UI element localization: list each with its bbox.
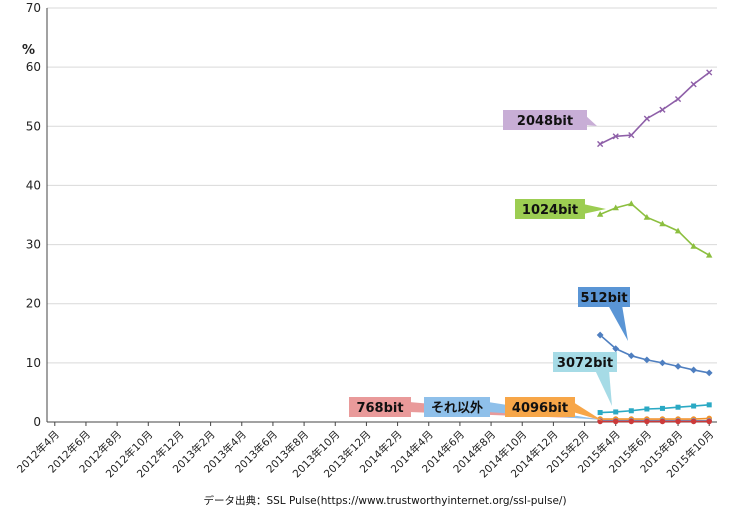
y-unit-label: % xyxy=(22,43,35,58)
data-point xyxy=(612,204,619,211)
data-point xyxy=(706,402,712,408)
callout-1: 1024bit xyxy=(515,199,606,219)
series-2 xyxy=(596,331,713,377)
data-point xyxy=(675,418,681,425)
series-3 xyxy=(597,402,712,416)
data-point xyxy=(628,408,634,414)
data-point xyxy=(659,220,666,227)
y-tick-label: 20 xyxy=(26,297,41,311)
data-point xyxy=(644,406,650,412)
data-point xyxy=(612,133,619,140)
callout-pointer xyxy=(583,204,606,214)
data-point xyxy=(597,418,603,425)
y-tick-label: 70 xyxy=(26,1,41,15)
data-point xyxy=(706,251,713,258)
y-tick-label: 40 xyxy=(26,178,41,192)
callout-4: 4096bit xyxy=(505,397,603,421)
source-note: データ出典：SSL Pulse(https://www.trustworthyi… xyxy=(203,494,566,507)
y-tick-label: 0 xyxy=(33,415,41,429)
data-point xyxy=(643,115,650,122)
data-point xyxy=(706,69,713,76)
data-point xyxy=(597,140,604,148)
callout-box xyxy=(424,397,490,417)
legend-label: 4096bit xyxy=(512,401,568,416)
callout-box xyxy=(505,397,575,417)
callout-0: 2048bit xyxy=(503,110,597,130)
callout-pointer xyxy=(608,305,628,341)
y-tick-label: 50 xyxy=(26,119,41,133)
callout-box xyxy=(349,397,411,417)
data-point xyxy=(628,200,635,207)
legend-label: 1024bit xyxy=(522,203,578,218)
data-point xyxy=(628,132,635,139)
callout-box xyxy=(515,199,585,219)
callout-box xyxy=(503,110,587,130)
data-point xyxy=(674,227,682,234)
callout-pointer xyxy=(585,115,597,126)
data-point xyxy=(613,409,619,415)
data-point xyxy=(705,369,713,377)
y-tick-labels: 0 10 20 30 40 50 60 70 xyxy=(26,1,41,429)
data-point xyxy=(643,213,651,220)
series-callouts: 2048bit 1024bit 512bit 3072bit 768bit それ以外 409… xyxy=(349,110,630,421)
grid-lines xyxy=(47,7,717,364)
series-0 xyxy=(597,69,713,148)
series-1 xyxy=(596,200,713,258)
callout-3: 3072bit xyxy=(553,352,617,406)
data-point xyxy=(628,418,635,425)
series-lines xyxy=(596,69,713,425)
data-point xyxy=(612,418,619,425)
data-point xyxy=(706,418,713,425)
series-line xyxy=(600,404,710,414)
data-point xyxy=(690,81,697,88)
data-point xyxy=(627,352,635,360)
data-point xyxy=(644,418,650,425)
y-tick-label: 60 xyxy=(26,60,41,74)
data-point xyxy=(659,405,665,411)
data-point xyxy=(691,403,697,409)
data-point xyxy=(659,418,666,425)
data-point xyxy=(597,410,603,416)
data-point xyxy=(675,404,681,410)
data-point xyxy=(596,211,604,217)
data-point xyxy=(690,366,698,374)
callout-pointer xyxy=(573,402,603,421)
legend-label: それ以外 xyxy=(431,400,483,416)
data-point xyxy=(612,345,620,353)
data-point xyxy=(690,242,697,249)
y-tick-label: 30 xyxy=(26,238,41,252)
data-point xyxy=(659,359,666,367)
data-point xyxy=(659,106,666,113)
data-point xyxy=(690,418,697,425)
callout-box xyxy=(578,287,630,307)
legend-label: 768bit xyxy=(356,401,403,416)
y-tick-label: 10 xyxy=(26,356,41,370)
callout-box xyxy=(553,352,617,372)
legend-label: 3072bit xyxy=(557,356,613,371)
series-line xyxy=(599,202,710,256)
series-6 xyxy=(597,418,713,425)
callout-pointer xyxy=(595,370,612,406)
data-point xyxy=(596,331,604,339)
data-point xyxy=(643,356,651,364)
callout-2: 512bit xyxy=(578,287,630,341)
data-point xyxy=(674,95,682,103)
data-point xyxy=(674,363,682,370)
x-tick-labels: 2012年4月2012年6月2012年8月2012年10月2012年12月201… xyxy=(14,428,716,480)
legend-label: 2048bit xyxy=(517,114,573,129)
legend-label: 512bit xyxy=(580,291,627,306)
